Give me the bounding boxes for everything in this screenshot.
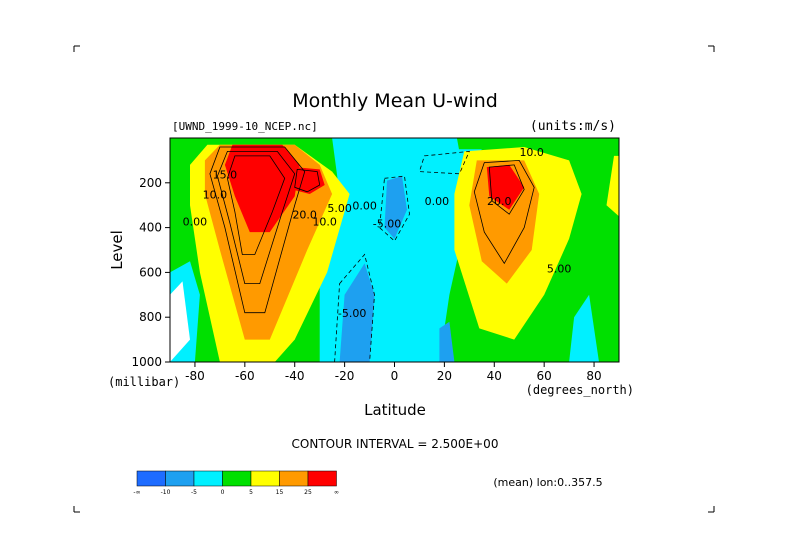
colorbar-label: 5	[249, 489, 253, 496]
colorbar-swatch	[307, 470, 337, 487]
y-axis-ticks: 200 400 600 800 1000	[131, 176, 170, 369]
units-label: (units:m/s)	[530, 119, 616, 134]
colorbar-label: 25	[304, 489, 312, 496]
x-tick-label: -40	[285, 369, 305, 383]
colorbar-swatch	[250, 470, 280, 487]
contour-label: 5.00	[327, 202, 352, 215]
colorbar-label: 0	[221, 489, 225, 496]
colorbar-label: 15	[276, 489, 284, 496]
x-tick-label: -20	[335, 369, 355, 383]
x-tick-label: 40	[487, 369, 502, 383]
x-axis-label: Latitude	[364, 401, 426, 419]
dashed-contour-line	[379, 175, 410, 242]
dashed-contour-line	[418, 150, 470, 175]
mean-text: (mean) lon:0..357.5	[493, 476, 602, 489]
chart-title: Monthly Mean U-wind	[292, 90, 498, 112]
contour-label: 0.00	[352, 200, 377, 213]
contour-line	[209, 146, 306, 314]
easterly-region	[569, 294, 599, 362]
contour-interval-text: CONTOUR INTERVAL = 2.500E+00	[292, 437, 499, 451]
colorbar-swatch	[165, 470, 195, 487]
x-tick-label: 0	[391, 369, 399, 383]
contour-label: 10.0	[312, 215, 337, 228]
contour-lines	[209, 146, 535, 362]
contour-label: -5.00	[338, 307, 366, 320]
contour-line	[488, 164, 525, 215]
missing-data-region	[170, 281, 190, 362]
westerly-25plus-region	[224, 144, 300, 233]
x-axis-ticks: -80 -60 -40 -20 0 20 40 60 80	[185, 362, 602, 383]
strong-easterly-region	[384, 176, 407, 239]
y-axis-label: Level	[108, 230, 126, 270]
plot-area: 20.010.05.00 0.00-5.000.00-5.0020.010.05.…	[170, 138, 619, 362]
corner-marks	[73, 45, 715, 513]
contour-label: 20.0	[487, 195, 512, 208]
colorbar-swatch	[222, 470, 252, 487]
y-tick-label: 200	[139, 176, 162, 190]
colorbar: -∞ -10 -5 0 5 15 25 ∞	[133, 470, 339, 496]
contour-label: -5.00	[373, 218, 401, 231]
y-tick-label: 1000	[131, 355, 162, 369]
contour-label: 0.00	[425, 195, 450, 208]
strong-easterly-region	[339, 263, 375, 362]
contour-label: 0.00	[183, 215, 208, 228]
contour-line	[294, 168, 321, 193]
dataset-label: [UWND_1999-10_NCEP.nc]	[172, 120, 318, 133]
x-tick-label: -60	[235, 369, 255, 383]
westerly-15-25-region	[469, 160, 540, 284]
colorbar-swatch	[136, 470, 166, 487]
contour-line	[226, 155, 286, 255]
contour-label: 10.0	[203, 189, 228, 202]
x-tick-label: 80	[586, 369, 601, 383]
x-tick-label: 20	[437, 369, 452, 383]
contour-label: 15.0	[213, 168, 238, 181]
westerly-5-15-region	[606, 155, 619, 217]
y-tick-label: 800	[139, 310, 162, 324]
contour-label: 10.0	[519, 146, 544, 159]
colorbar-swatch	[279, 470, 309, 487]
colorbar-label: -5	[191, 489, 197, 496]
colorbar-swatch	[193, 470, 223, 487]
y-tick-label: 400	[139, 221, 162, 235]
colorbar-label: ∞	[334, 489, 339, 496]
x-units-label: (degrees_north)	[526, 383, 634, 397]
contour-labels: 20.010.05.00 0.00-5.000.00-5.0020.010.05.…	[183, 146, 572, 320]
contour-label: 20.0	[292, 209, 317, 222]
y-tick-label: 600	[139, 265, 162, 279]
x-tick-label: 60	[537, 369, 552, 383]
x-tick-label: -80	[185, 369, 205, 383]
y-units-label: (millibar)	[108, 375, 180, 389]
strong-easterly-region	[439, 321, 455, 362]
contour-line	[473, 159, 535, 265]
colorbar-label: -∞	[133, 489, 140, 496]
contour-label: 5.00	[547, 262, 572, 275]
colorbar-label: -10	[161, 489, 171, 496]
dashed-contour-line	[334, 253, 375, 362]
westerly-25plus-region	[486, 164, 525, 210]
wind-fill-regions	[170, 138, 619, 362]
contour-line	[216, 151, 296, 284]
